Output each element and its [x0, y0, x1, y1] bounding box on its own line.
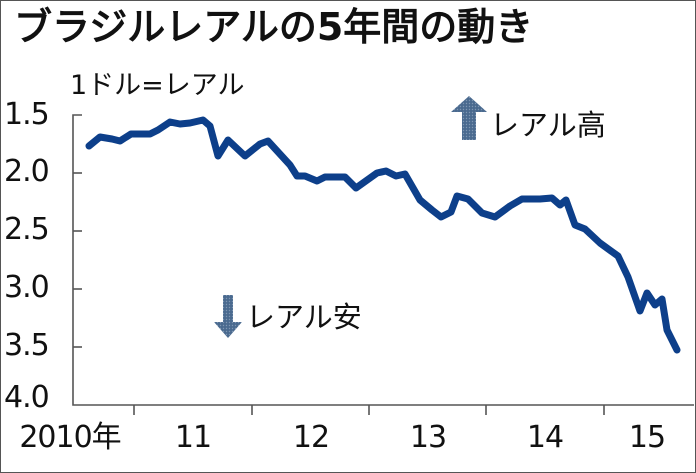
x-tick-label: 13: [409, 420, 447, 455]
x-tick-label: 11: [174, 420, 212, 455]
x-tick-label: 2010年: [19, 420, 121, 455]
x-tick-label: 14: [526, 420, 564, 455]
arrow-down-icon: [214, 295, 242, 338]
x-tick-label: 12: [292, 420, 330, 455]
arrow-up-icon: [451, 96, 487, 140]
y-tick-label: 3.5: [4, 328, 50, 363]
y-axis-unit-label: 1ドル=レアル: [70, 70, 245, 101]
y-tick-label: 2.0: [4, 154, 50, 189]
y-tick-label: 2.5: [4, 212, 50, 247]
annotation-real-depreciation: レアル安: [246, 300, 362, 334]
axes: [72, 114, 694, 415]
annotation-real-appreciation: レアル高: [490, 108, 606, 142]
y-tick-label: 4.0: [4, 380, 50, 415]
y-tick-label: 1.5: [4, 97, 50, 132]
chart-title: ブラジルレアルの5年間の動き: [14, 5, 534, 49]
x-tick-label: 15: [628, 420, 666, 455]
y-tick-label: 3.0: [4, 270, 50, 305]
real-exchange-rate-line: [85, 116, 681, 354]
